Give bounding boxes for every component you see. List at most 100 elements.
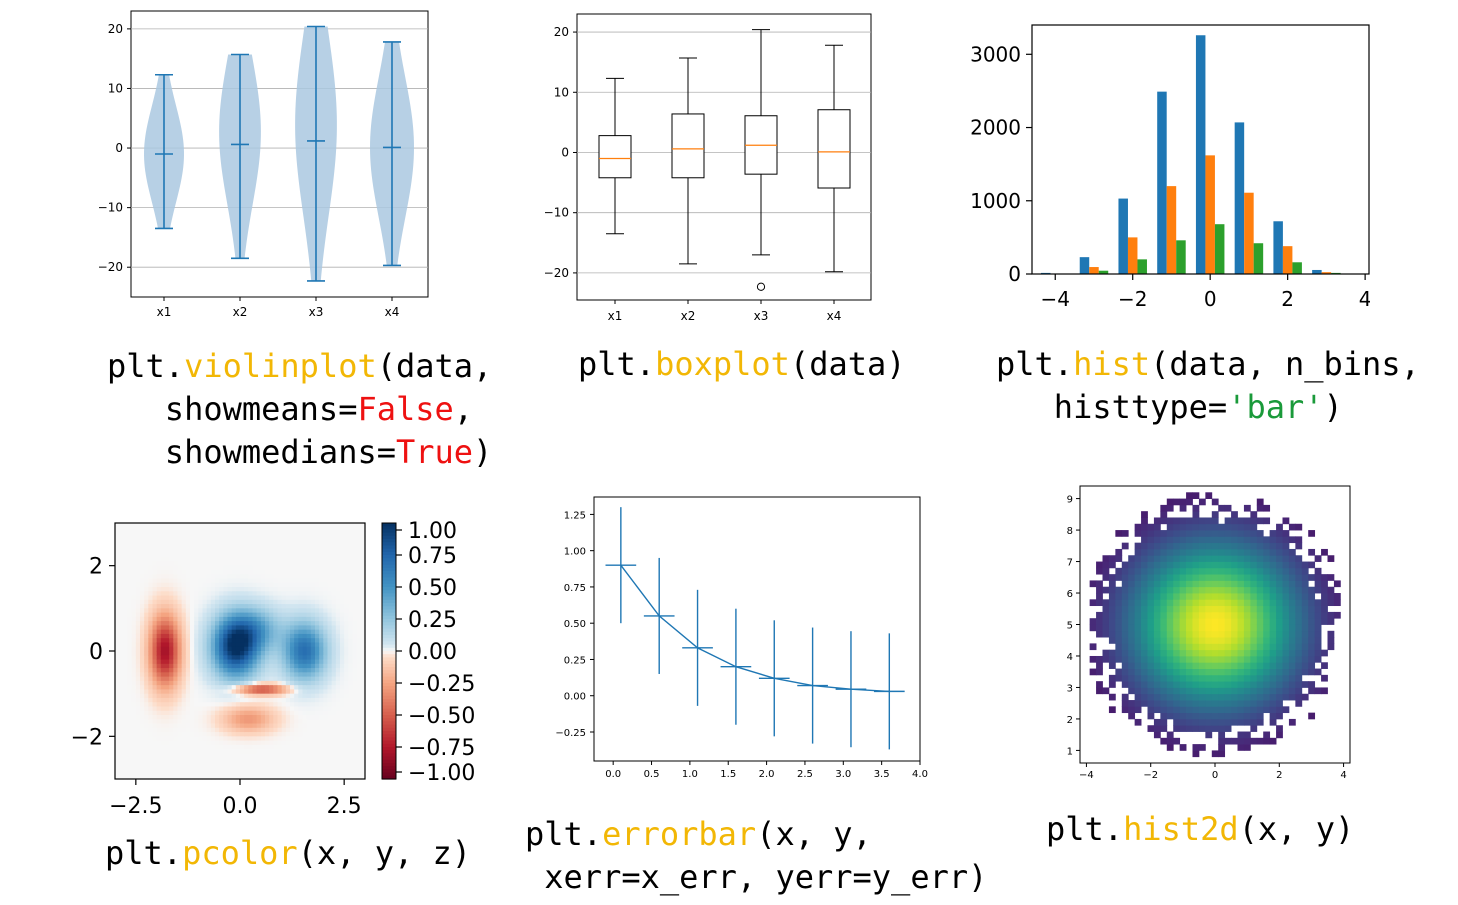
pcolor-cell: [135, 540, 141, 545]
pcolor-cell: [260, 646, 266, 652]
hist2d-cell: [1192, 574, 1200, 581]
pcolor-cell: [294, 719, 299, 725]
pcolor-cell: [315, 736, 320, 742]
hist2d-cell: [1089, 624, 1097, 632]
hist2d-cell: [1256, 530, 1264, 537]
pcolor-cell: [198, 552, 204, 558]
hist2d-cell: [1166, 599, 1174, 607]
pcolor-cell: [123, 578, 129, 584]
hist2d-cell: [1160, 542, 1168, 550]
pcolor-cell: [156, 612, 162, 618]
pcolor-cell: [302, 706, 308, 712]
pcolor-cell: [360, 578, 366, 584]
pcolor-cell: [269, 680, 274, 686]
pcolor-cell: [144, 574, 149, 580]
pcolor-cell: [265, 595, 270, 601]
pcolor-cell: [144, 557, 149, 562]
pcolor-cell: [244, 655, 249, 661]
pcolor-cell: [360, 531, 366, 537]
pcolor-cell: [219, 697, 224, 703]
colorbar-segment: [382, 539, 396, 543]
pcolor-cell: [294, 633, 299, 639]
pcolor-cell: [356, 540, 362, 545]
pcolor-cell: [298, 535, 304, 541]
pcolor-cell: [256, 544, 262, 550]
hist-bar: [1137, 259, 1147, 274]
pcolor-cell: [290, 582, 295, 588]
pcolor-cell: [315, 595, 320, 601]
pcolor-cell: [123, 676, 129, 682]
pcolor-cell: [215, 680, 220, 686]
pcolor-cell: [144, 638, 149, 644]
pcolor-cell: [185, 548, 191, 554]
hist2d-cell: [1179, 504, 1187, 512]
pcolor-cell: [156, 621, 162, 626]
pcolor-cell: [331, 599, 337, 605]
pcolor-cell: [206, 651, 212, 656]
pcolor-cell: [131, 663, 137, 669]
pcolor-cell: [165, 689, 170, 695]
pcolor-cell: [177, 523, 183, 528]
pcolor-cell: [302, 732, 308, 737]
pcolor-cell: [310, 574, 316, 580]
hist2d-cell: [1128, 700, 1136, 707]
pcolor-cell: [252, 629, 258, 635]
colorbar-segment: [382, 667, 396, 671]
pcolor-cell: [219, 655, 224, 661]
pcolor-cell: [265, 744, 270, 750]
pcolor-cell: [140, 582, 145, 588]
hist2d-cell: [1256, 586, 1264, 594]
pcolor-cell: [319, 770, 324, 776]
pcolor-cell: [181, 604, 187, 609]
hist2d-cell: [1186, 523, 1193, 531]
pcolor-cell: [315, 599, 320, 605]
pcolor-cell: [294, 535, 299, 541]
pcolor-cell: [269, 651, 274, 656]
pcolor-cell: [148, 744, 154, 750]
hist2d-cell: [1250, 649, 1258, 657]
pcolor-cell: [244, 544, 249, 550]
pcolor-cell: [119, 638, 124, 644]
pcolor-cell: [344, 753, 349, 759]
pcolor-cell: [265, 531, 270, 537]
pcolor-cell: [269, 621, 274, 626]
hist2d-cell: [1096, 662, 1103, 669]
pcolor-cell: [140, 535, 145, 541]
pcolor-cell: [315, 531, 320, 537]
pcolor-cell: [156, 770, 162, 776]
pcolor-cell: [144, 697, 149, 703]
pcolor-cell: [335, 774, 341, 780]
pcolor-cell: [115, 527, 120, 533]
pcolor-cell: [290, 612, 295, 618]
colorbar-segment: [382, 769, 396, 774]
pcolor-cell: [123, 697, 129, 703]
pcolor-cell: [260, 689, 266, 695]
pcolor-cell: [160, 685, 166, 690]
pcolor-cell: [244, 540, 249, 545]
pcolor-cell: [115, 727, 120, 733]
x-tick-label: 3.0: [835, 769, 851, 780]
pcolor-cell: [131, 740, 137, 746]
pcolor-cell: [169, 612, 174, 618]
pcolor-cell: [231, 723, 237, 729]
colorbar-segment: [382, 750, 396, 754]
hist2d-cell: [1173, 555, 1181, 562]
pcolor-cell: [177, 719, 183, 725]
pcolor-cell: [310, 757, 316, 763]
pcolor-cell: [223, 749, 229, 754]
pcolor-cell: [202, 655, 208, 661]
pcolor-cell: [340, 727, 345, 733]
pcolor-cell: [277, 608, 283, 614]
hist2d-cell: [1224, 725, 1232, 732]
pcolor-cell: [215, 727, 220, 733]
pcolor-cell: [148, 569, 154, 575]
hist-bar: [1127, 237, 1138, 274]
pcolor-cell: [294, 663, 299, 669]
hist2d-cell: [1179, 687, 1187, 695]
pcolor-cell: [340, 578, 345, 584]
pcolor-cell: [360, 766, 366, 772]
pcolor-cell: [323, 646, 329, 652]
pcolor-cell: [252, 706, 258, 712]
pcolor-cell: [327, 595, 333, 601]
pcolor-cell: [119, 646, 124, 652]
